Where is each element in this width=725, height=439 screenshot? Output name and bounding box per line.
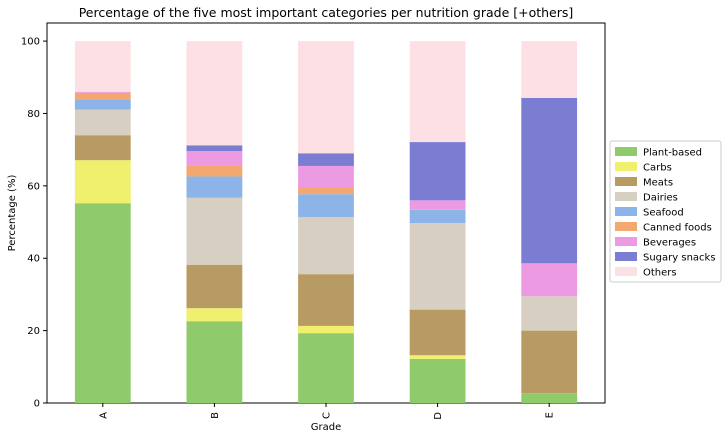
bar-segment-e-meats	[521, 330, 578, 394]
legend-label: Carbs	[643, 163, 672, 174]
bar-segment-b-carbs	[186, 308, 243, 322]
legend-items: Plant-based Carbs Meats Dairies Seafood Canne…	[615, 147, 716, 279]
bar-segment-b-plant-based	[186, 321, 243, 403]
bar-segment-b-canned-foods	[186, 165, 243, 177]
bar-segment-a-carbs	[74, 160, 131, 204]
bar-segment-a-seafood	[74, 99, 131, 110]
legend-label: Others	[643, 268, 677, 279]
bar-segment-d-others	[409, 41, 466, 143]
legend-swatch-seafood	[615, 207, 637, 216]
x-axis-title: Grade	[311, 422, 342, 433]
bar-segment-e-dairies	[521, 296, 578, 331]
bar-segment-d-carbs	[409, 355, 466, 359]
y-axis-title: Percentage (%)	[7, 175, 18, 252]
legend-swatch-dairies	[615, 192, 637, 201]
bar-segment-b-seafood	[186, 176, 243, 198]
legend-swatch-canned-foods	[615, 222, 637, 231]
bar-segment-a-canned-foods	[74, 92, 131, 100]
bar-segment-c-sugary-snacks	[298, 153, 354, 166]
y-tick-label: 60	[27, 181, 40, 192]
bar-segment-c-meats	[298, 274, 354, 326]
bar-segment-d-sugary-snacks	[409, 142, 466, 201]
plot-area: 0 20 40 60 80 100 A B C D E	[21, 22, 606, 420]
x-axis: A B C D E	[98, 403, 556, 420]
legend-swatch-meats	[615, 177, 637, 186]
legend-label: Seafood	[643, 208, 684, 219]
legend-label: Meats	[643, 178, 673, 189]
legend-label: Canned foods	[643, 223, 712, 234]
y-tick-label: 20	[27, 326, 40, 337]
legend-label: Dairies	[643, 193, 678, 204]
bar-segment-b-sugary-snacks	[186, 145, 243, 152]
bar-segment-e-sugary-snacks	[521, 97, 578, 264]
bars-group	[74, 41, 578, 403]
bar-segment-a-meats	[74, 135, 131, 161]
x-tick-label: B	[210, 412, 221, 419]
bar-segment-b-beverages	[186, 151, 243, 166]
bar-segment-a-plant-based	[74, 203, 131, 403]
y-tick-label: 40	[27, 254, 40, 265]
bar-segment-c-dairies	[298, 216, 354, 275]
bar-segment-b-others	[186, 41, 243, 146]
legend-label: Plant-based	[643, 148, 702, 159]
bar-segment-c-carbs	[298, 325, 354, 334]
legend-label: Beverages	[643, 238, 696, 249]
y-tick-label: 0	[34, 399, 40, 410]
bar-segment-c-others	[298, 41, 354, 154]
bar-segment-b-dairies	[186, 197, 243, 265]
legend-swatch-beverages	[615, 237, 637, 246]
bar-segment-c-plant-based	[298, 333, 354, 403]
bar-segment-d-seafood	[409, 209, 466, 224]
x-tick-label: C	[322, 412, 333, 419]
y-tick-label: 100	[21, 37, 40, 48]
legend-swatch-sugary-snacks	[615, 252, 637, 261]
legend-frame	[609, 140, 722, 283]
x-tick-label: D	[433, 412, 444, 420]
y-tick-label: 80	[27, 109, 40, 120]
bar-segment-c-seafood	[298, 194, 354, 217]
bar-segment-b-meats	[186, 264, 243, 309]
bar-segment-d-beverages	[409, 200, 466, 210]
bar-segment-a-dairies	[74, 109, 131, 136]
bar-segment-d-meats	[409, 309, 466, 356]
y-axis: 0 20 40 60 80 100	[21, 37, 47, 410]
legend-label: Sugary snacks	[643, 253, 716, 264]
bar-segment-e-beverages	[521, 263, 578, 297]
x-tick-label: A	[98, 412, 109, 419]
legend-swatch-others	[615, 267, 637, 276]
x-tick-label: E	[545, 412, 556, 418]
bar-segment-a-others	[74, 41, 131, 92]
chart-title: Percentage of the five most important ca…	[79, 5, 574, 20]
bar-segment-e-others	[521, 41, 578, 98]
bar-segment-c-beverages	[298, 165, 354, 189]
bar-segment-a-beverages	[74, 91, 131, 93]
bar-segment-d-dairies	[409, 223, 466, 310]
legend: Plant-based Carbs Meats Dairies Seafood Canne…	[609, 140, 722, 283]
legend-swatch-carbs	[615, 162, 637, 171]
bar-segment-d-plant-based	[409, 358, 466, 403]
bar-segment-e-plant-based	[521, 393, 578, 403]
legend-swatch-plant-based	[615, 147, 637, 156]
bar-segment-c-canned-foods	[298, 188, 354, 195]
